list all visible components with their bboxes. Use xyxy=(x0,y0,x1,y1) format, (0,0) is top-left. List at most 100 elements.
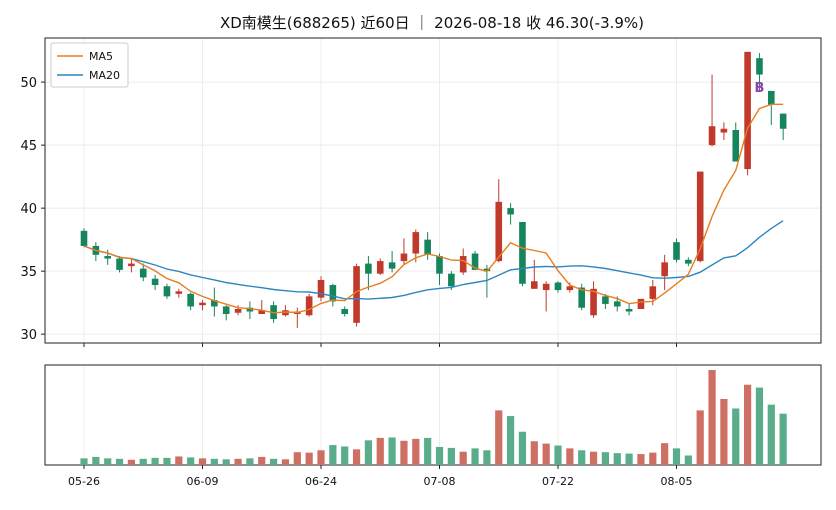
ma5-line xyxy=(83,103,784,314)
candle-body xyxy=(436,256,443,274)
volume-bar xyxy=(542,443,550,465)
candle xyxy=(732,122,740,162)
candle-body xyxy=(151,278,159,286)
volume-bar xyxy=(732,408,740,465)
candle xyxy=(554,281,562,293)
candle xyxy=(661,254,668,291)
candle-body xyxy=(566,286,574,291)
volume-bar xyxy=(720,398,728,465)
candle xyxy=(305,293,313,317)
legend-ma20-label: MA20 xyxy=(89,69,120,82)
volume-bar xyxy=(483,450,491,465)
volume-bar xyxy=(115,458,124,465)
candle xyxy=(531,259,538,289)
volume-bar xyxy=(258,456,266,465)
candle xyxy=(139,263,147,282)
volume-bar xyxy=(293,452,301,465)
volume-bar xyxy=(661,443,669,465)
candle xyxy=(542,281,550,312)
volume-bar xyxy=(305,452,313,465)
candle-body xyxy=(542,283,550,291)
candle xyxy=(685,257,692,267)
volume-bar xyxy=(80,458,88,465)
volume-bar xyxy=(625,453,633,465)
volume-bar xyxy=(151,457,159,465)
legend-ma5-label: MA5 xyxy=(89,50,113,63)
candle-body xyxy=(365,263,372,274)
volume-bar xyxy=(649,452,657,465)
volume-bar xyxy=(352,449,361,465)
candle xyxy=(578,283,585,311)
volume-bar xyxy=(270,458,278,465)
candle-body xyxy=(400,253,408,262)
y-tick-label: 45 xyxy=(20,139,37,154)
volume-bar xyxy=(744,384,752,465)
candle-body xyxy=(317,279,325,298)
volume-bar xyxy=(187,457,195,465)
volume-bar xyxy=(696,410,704,465)
candle xyxy=(779,113,787,141)
candle xyxy=(365,256,372,291)
candle xyxy=(495,179,503,263)
candle xyxy=(376,258,384,275)
candle xyxy=(341,306,348,317)
candle xyxy=(80,228,88,248)
y-tick-label: 30 xyxy=(20,328,37,343)
volume-bar xyxy=(329,445,337,465)
x-tick-label: 08-05 xyxy=(661,475,693,488)
volume-bar xyxy=(317,450,325,465)
volume-bar xyxy=(755,387,764,465)
volume-bar xyxy=(424,437,432,465)
candle-body xyxy=(732,130,740,162)
volume-bar xyxy=(708,370,716,465)
y-tick-label: 50 xyxy=(20,76,37,91)
candle xyxy=(637,298,645,309)
candle xyxy=(424,232,431,260)
candle-body xyxy=(613,301,621,307)
candle xyxy=(258,300,266,315)
candle-body xyxy=(329,285,337,302)
x-tick-label: 07-08 xyxy=(424,475,456,488)
volume-bar xyxy=(767,404,775,465)
candle xyxy=(459,248,467,275)
candle-body xyxy=(708,126,716,146)
candle xyxy=(353,263,360,327)
candle xyxy=(116,256,123,273)
candle-body xyxy=(685,259,692,264)
candle xyxy=(317,276,325,302)
candle-body xyxy=(222,306,230,315)
volume-bar xyxy=(637,454,645,465)
candle-body xyxy=(531,281,538,289)
chart-title: XD南模生(688265) 近60日 ｜ 2026-08-18 收 46.30(… xyxy=(220,14,644,32)
candle-body xyxy=(448,273,455,287)
volume-bar xyxy=(163,457,171,465)
price-panel-frame xyxy=(44,37,822,344)
volume-bar xyxy=(210,458,218,465)
candle-body xyxy=(578,287,585,308)
candle xyxy=(329,283,337,307)
candle-body xyxy=(341,308,348,315)
candle xyxy=(388,250,396,273)
price-grid xyxy=(45,38,821,343)
legend: MA5 MA20 xyxy=(50,42,129,88)
candle-body xyxy=(779,113,787,129)
candle xyxy=(768,90,775,125)
candle-body xyxy=(768,90,775,105)
x-tick-label: 06-09 xyxy=(187,475,219,488)
candle xyxy=(519,222,526,287)
candle-body xyxy=(744,51,751,170)
volume-bar xyxy=(613,453,621,465)
candle xyxy=(744,51,751,176)
volume-bar xyxy=(198,458,207,465)
candle-body xyxy=(139,268,147,278)
candle xyxy=(234,305,242,316)
volume-bar xyxy=(471,448,479,465)
candle-body xyxy=(756,58,763,75)
candle-body xyxy=(637,298,645,309)
candle-body xyxy=(258,310,266,315)
volume-bar xyxy=(127,459,135,465)
candle-body xyxy=(80,230,88,246)
volume-bar xyxy=(589,451,598,465)
volume-bar xyxy=(518,431,527,465)
